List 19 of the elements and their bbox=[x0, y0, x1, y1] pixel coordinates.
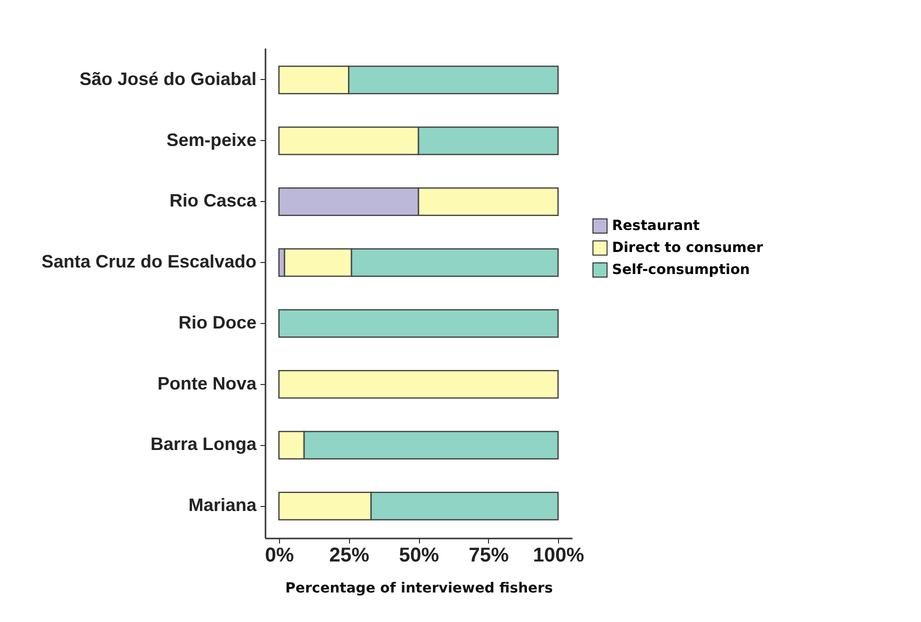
legend-label: Direct to consumer bbox=[612, 240, 764, 256]
bar bbox=[278, 309, 559, 338]
x-tick-label: 0% bbox=[265, 544, 294, 566]
y-tick-label: Santa Cruz do Escalvado bbox=[41, 252, 256, 272]
x-tick-label: 50% bbox=[398, 544, 440, 566]
y-tick-label: Rio Casca bbox=[169, 190, 258, 211]
legend-label: Restaurant bbox=[612, 218, 700, 234]
y-tick-label: Ponte Nova bbox=[157, 373, 258, 394]
y-tick-label: Sem-peixe bbox=[166, 130, 256, 150]
y-tick-label: Rio Doce bbox=[178, 312, 256, 332]
y-tick-label: Barra Longa bbox=[150, 434, 258, 454]
bar bbox=[278, 370, 559, 399]
y-tick-label: São José do Goiabal bbox=[79, 68, 256, 89]
x-tick-label: 25% bbox=[329, 544, 370, 566]
y-tick-label: Mariana bbox=[188, 495, 258, 516]
legend-label: Self-consumption bbox=[612, 262, 750, 278]
x-tick-label: 100% bbox=[532, 544, 584, 566]
x-axis-title: Percentage of interviewed fishers bbox=[285, 580, 553, 596]
x-tick-label: 75% bbox=[468, 544, 510, 566]
